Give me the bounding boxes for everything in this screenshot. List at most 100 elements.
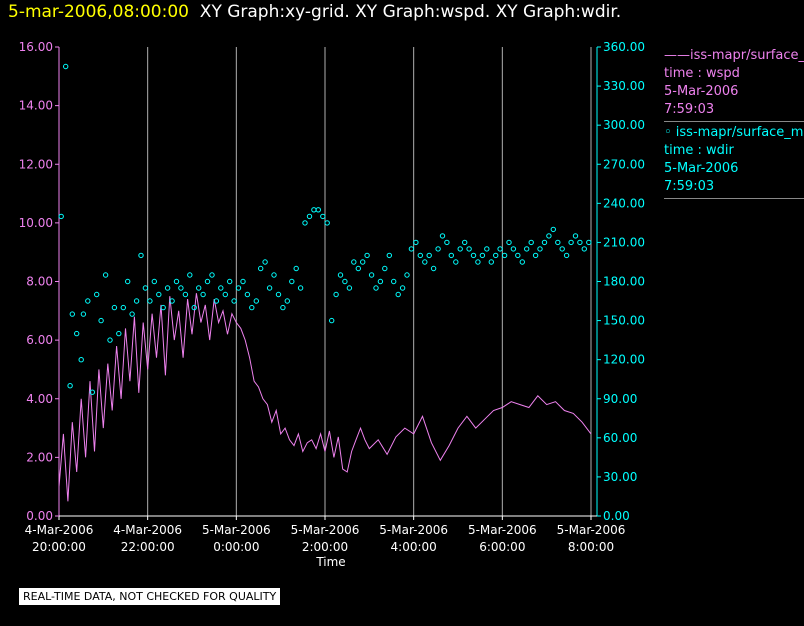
x-tick-label: 2:00:00: [302, 540, 348, 554]
legend-variable: time : wspd: [664, 66, 740, 81]
wdir-point: [501, 252, 508, 259]
wdir-point: [546, 233, 552, 239]
wdir-point: [444, 239, 450, 246]
y-left-tick-label: 0.00: [26, 509, 53, 523]
y-left-tick-label: 12.00: [19, 157, 53, 171]
wdir-point: [368, 272, 375, 278]
wdir-point: [244, 291, 251, 298]
x-tick-label: 0:00:00: [213, 540, 259, 554]
y-left-tick-label: 10.00: [19, 216, 53, 230]
wdir-point: [373, 285, 379, 291]
legend: ——iss-mapr/surface_m time : wspd 5-Mar-2…: [664, 47, 804, 201]
legend-date: 5-Mar-2006: [664, 84, 739, 99]
wdir-point: [98, 317, 104, 324]
wdir-point: [182, 291, 189, 298]
wdir-point: [466, 246, 472, 252]
x-tick-label: 4:00:00: [391, 540, 437, 554]
wdir-point: [213, 298, 220, 304]
y-left-tick-label: 4.00: [26, 392, 53, 406]
wdir-point: [351, 259, 357, 265]
wdir-point: [488, 259, 494, 265]
legend-variable: time : wdir: [664, 143, 734, 158]
wdir-point: [138, 252, 144, 259]
axes: [55, 46, 601, 520]
wdir-point: [329, 317, 335, 324]
wdir-point: [280, 304, 286, 311]
wdir-point: [107, 337, 113, 343]
wdir-point: [151, 278, 158, 285]
x-tick-label: 22:00:00: [121, 540, 175, 554]
graph-names: XY Graph:xy-grid. XY Graph:wspd. XY Grap…: [199, 2, 622, 22]
x-tick-label: 5-Mar-2006: [468, 523, 537, 537]
wdir-point: [404, 272, 410, 278]
legend-time: 7:59:03: [664, 179, 715, 194]
wdir-point: [311, 207, 317, 213]
tick-labels: 4-Mar-2006 20:00:00 4-Mar-2006 22:00:00 5-Ma…: [19, 40, 645, 569]
legend-entry-wspd: ——iss-mapr/surface_m time : wspd 5-Mar-2…: [664, 47, 804, 122]
wdir-point: [435, 246, 441, 252]
legend-source: ——iss-mapr/surface_m: [664, 48, 804, 63]
wdir-point: [355, 265, 361, 272]
wdir-point: [164, 285, 171, 291]
wdir-point: [209, 272, 215, 278]
wdir-point: [284, 298, 290, 304]
wdir-point: [422, 259, 428, 265]
x-axis-label: Time: [315, 555, 345, 569]
wdir-point: [497, 246, 503, 252]
wdir-point: [156, 291, 162, 298]
y-left-tick-label: 8.00: [26, 275, 53, 289]
wdir-point: [253, 298, 259, 304]
y-right-tick-label: 0.00: [603, 509, 630, 523]
timestamp-label: 5-mar-2006,08:00:00: [8, 2, 189, 22]
x-tick-label: 5-Mar-2006: [202, 523, 271, 537]
wdir-point: [342, 278, 348, 285]
wdir-point: [133, 298, 140, 304]
legend-entry-wdir: ◦ iss-mapr/surface_m time : wdir 5-Mar-2…: [664, 124, 804, 199]
wdir-point: [62, 63, 69, 70]
wdir-point: [510, 246, 517, 252]
wdir-point: [78, 357, 84, 363]
wdir-point: [506, 239, 512, 246]
wdir-point: [550, 226, 556, 233]
x-tick-label: 6:00:00: [479, 540, 525, 554]
wdir-point: [377, 278, 384, 285]
wdir-point: [563, 252, 570, 259]
wspd-line: [58, 293, 592, 502]
wdir-point: [235, 285, 242, 291]
wdir-point: [577, 239, 583, 246]
y-right-tick-label: 300.00: [603, 118, 645, 132]
y-left-tick-label: 6.00: [26, 333, 53, 347]
wdir-point: [85, 298, 91, 304]
x-tick-label: 8:00:00: [568, 540, 614, 554]
y-right-tick-label: 210.00: [603, 235, 645, 249]
wdir-point: [67, 383, 73, 389]
wdir-point: [448, 252, 454, 259]
wdir-series: [58, 63, 592, 395]
y-right-tick-label: 150.00: [603, 314, 645, 328]
wdir-point: [173, 278, 180, 285]
wdir-point: [120, 304, 127, 311]
wdir-point: [537, 246, 543, 252]
wdir-point: [572, 233, 579, 239]
x-tick-label: 5-Mar-2006: [291, 523, 360, 537]
wdir-point: [337, 272, 344, 278]
wdir-point: [439, 233, 446, 239]
wdir-point: [315, 207, 321, 213]
wdir-point: [586, 239, 592, 246]
wdir-point: [462, 239, 468, 246]
wspd-series: [58, 293, 592, 502]
wdir-point: [160, 304, 166, 311]
wdir-point: [69, 311, 76, 317]
wdir-point: [258, 265, 264, 272]
y-right-tick-label: 270.00: [603, 157, 645, 171]
wdir-point: [364, 252, 370, 259]
wdir-point: [417, 252, 423, 259]
wdir-point: [360, 259, 366, 265]
wdir-point: [289, 278, 295, 285]
legend-time: 7:59:03: [664, 102, 715, 117]
wdir-point: [475, 259, 481, 265]
wdir-point: [227, 278, 233, 285]
wdir-point: [94, 291, 100, 298]
wdir-point: [391, 278, 397, 285]
